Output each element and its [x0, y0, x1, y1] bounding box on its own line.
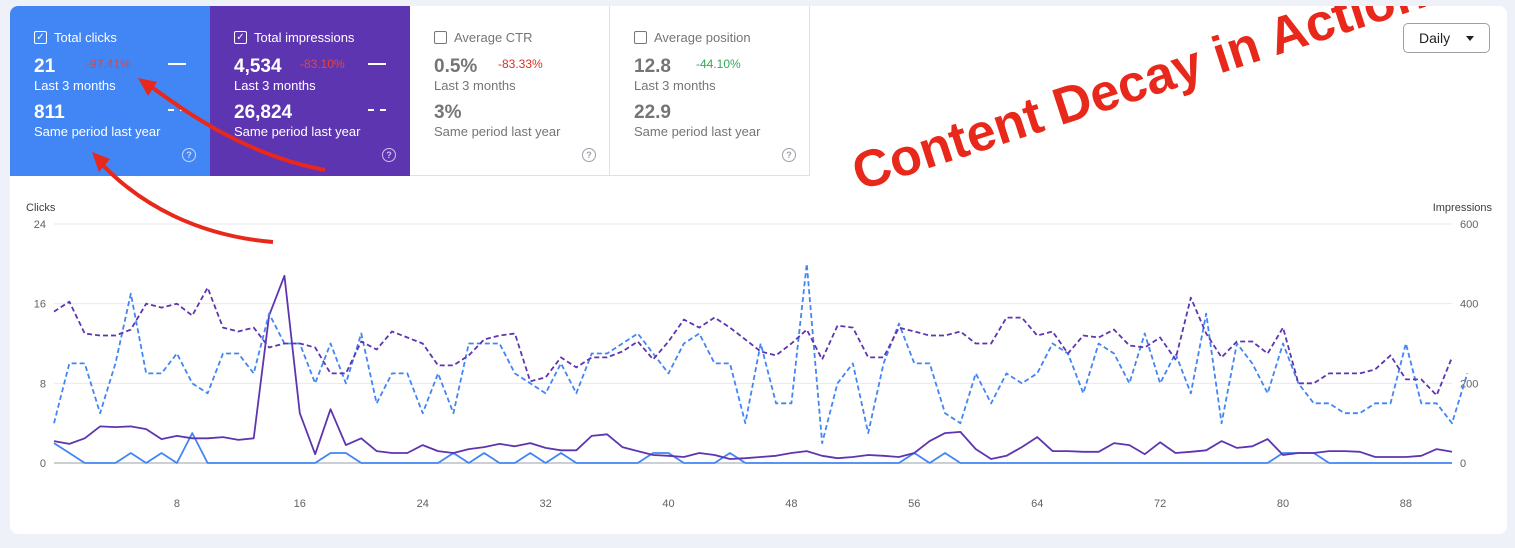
help-icon[interactable]: ?	[382, 148, 396, 162]
checkbox-checked-icon[interactable]: ✓	[234, 31, 247, 44]
arrow-to-prev-clicks-icon	[96, 158, 274, 244]
arrow-to-clicks-icon	[143, 80, 326, 172]
x-tick-label: 72	[1154, 498, 1166, 510]
performance-panel: ✓ Total clicks 21 -97.41% Last 3 months …	[10, 6, 1507, 534]
x-tick-label: 56	[908, 498, 920, 510]
left-tick-label: 8	[40, 378, 46, 390]
arrowhead-icon	[138, 78, 157, 96]
card-value: 21	[34, 56, 56, 77]
card-label: Total clicks	[54, 30, 117, 45]
total-clicks-card[interactable]: ✓ Total clicks 21 -97.41% Last 3 months …	[10, 6, 210, 176]
series-line-3	[53, 286, 1453, 397]
x-tick-label: 32	[539, 498, 551, 510]
help-icon[interactable]: ?	[782, 148, 796, 162]
total-impressions-header[interactable]: ✓ Total impressions	[234, 30, 354, 45]
right-tick-label: 0	[1460, 458, 1466, 470]
x-tick-label: 48	[785, 498, 797, 510]
card-period: Last 3 months	[634, 78, 716, 93]
left-tick-label: 0	[40, 458, 46, 470]
average-ctr-header[interactable]: Average CTR	[434, 30, 533, 45]
card-prev-value: 22.9	[634, 102, 671, 123]
total-impressions-card[interactable]: ✓ Total impressions 4,534 -83.10% Last 3…	[210, 6, 410, 176]
card-change: -83.33%	[498, 57, 543, 71]
date-granularity-dropdown[interactable]: Daily	[1403, 23, 1490, 53]
card-prev-period: Same period last year	[234, 124, 361, 139]
card-value: 12.8	[634, 56, 671, 77]
dashed-line-legend-icon	[168, 109, 186, 111]
arrowhead-icon	[92, 152, 110, 172]
card-change: -97.41%	[86, 57, 131, 71]
series-line-2	[53, 262, 1469, 445]
card-label: Average CTR	[454, 30, 533, 45]
card-prev-period: Same period last year	[434, 124, 561, 139]
card-change: -44.10%	[696, 57, 741, 71]
x-tick-label: 88	[1400, 498, 1412, 510]
average-position-card[interactable]: Average position 12.8 -44.10% Last 3 mon…	[610, 6, 810, 176]
x-tick-label: 16	[294, 498, 306, 510]
card-prev-period: Same period last year	[34, 124, 161, 139]
dropdown-value: Daily	[1419, 30, 1451, 46]
dashed-line-legend-icon	[368, 109, 386, 111]
average-position-header[interactable]: Average position	[634, 30, 751, 45]
right-tick-label: 600	[1460, 219, 1478, 231]
card-prev-value: 3%	[434, 102, 462, 123]
card-period: Last 3 months	[434, 78, 516, 93]
solid-line-legend-icon	[368, 63, 386, 65]
card-change: -83.10%	[300, 57, 345, 71]
card-value: 4,534	[234, 56, 282, 77]
chart-grid	[54, 223, 1452, 464]
x-tick-label: 80	[1277, 498, 1289, 510]
right-tick-label: 400	[1460, 299, 1478, 311]
solid-line-legend-icon	[168, 63, 186, 65]
caret-down-icon	[1466, 36, 1474, 41]
card-prev-value: 811	[34, 102, 65, 123]
card-label: Total impressions	[254, 30, 355, 45]
left-tick-label: 16	[34, 299, 46, 311]
card-period: Last 3 months	[234, 78, 316, 93]
total-clicks-header[interactable]: ✓ Total clicks	[34, 30, 117, 45]
series-line-0	[53, 432, 1452, 464]
right-axis-label: Impressions	[1433, 202, 1493, 214]
x-tick-label: 64	[1031, 498, 1043, 510]
x-tick-label: 8	[174, 498, 180, 510]
checkbox-unchecked-icon[interactable]	[634, 31, 647, 44]
help-icon[interactable]: ?	[582, 148, 596, 162]
card-prev-value: 26,824	[234, 102, 293, 123]
card-label: Average position	[654, 30, 751, 45]
card-period: Last 3 months	[34, 78, 116, 93]
chart-series	[53, 262, 1469, 464]
x-tick-label: 40	[662, 498, 674, 510]
checkbox-unchecked-icon[interactable]	[434, 31, 447, 44]
series-line-1	[53, 274, 1453, 460]
left-axis-label: Clicks	[26, 202, 56, 214]
average-ctr-card[interactable]: Average CTR 0.5% -83.33% Last 3 months 3…	[410, 6, 610, 176]
left-tick-label: 24	[34, 219, 46, 231]
card-value: 0.5%	[434, 56, 478, 77]
card-prev-period: Same period last year	[634, 124, 761, 139]
annotation-arrows	[92, 78, 326, 244]
checkbox-checked-icon[interactable]: ✓	[34, 31, 47, 44]
x-tick-label: 24	[417, 498, 429, 510]
help-icon[interactable]: ?	[182, 148, 196, 162]
